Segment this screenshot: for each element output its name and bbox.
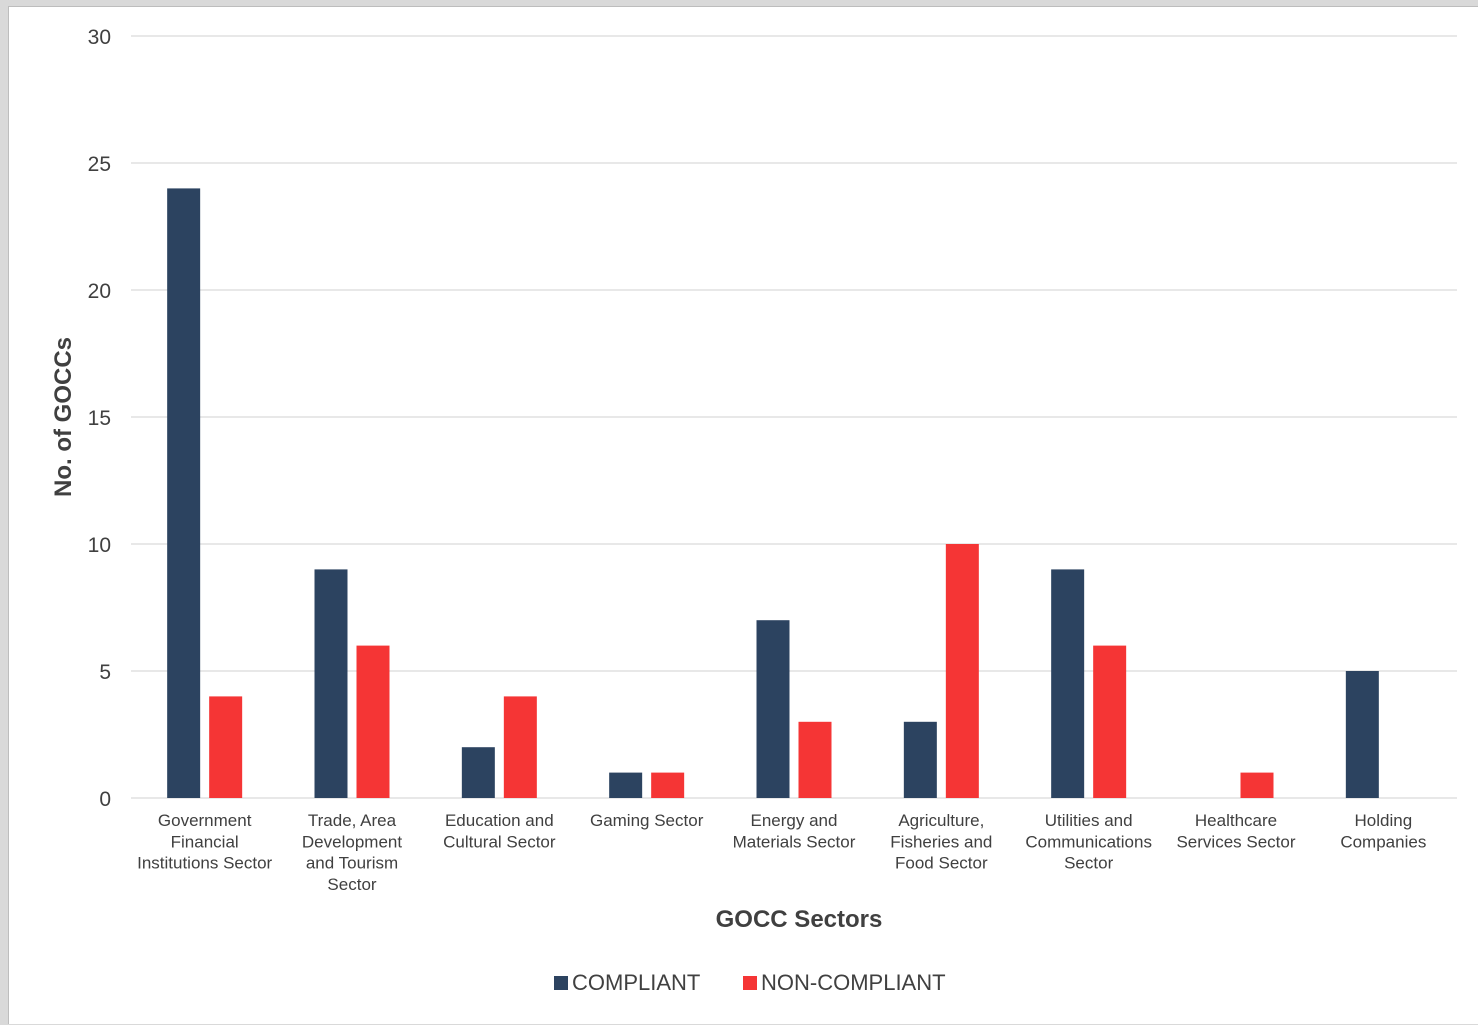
bar-non-compliant bbox=[651, 772, 685, 798]
x-category-label: Gaming Sector bbox=[590, 811, 704, 830]
bar-compliant bbox=[314, 569, 348, 798]
y-axis-title: No. of GOCCs bbox=[50, 337, 77, 497]
x-axis-title: GOCC Sectors bbox=[716, 906, 883, 933]
bar-compliant bbox=[461, 747, 495, 798]
x-category-label: Trade, Area Development and Tourism Sector bbox=[302, 811, 402, 894]
bar-chart: 0 5 10 15 20 25 30 Government Financial Institut… bbox=[50, 26, 1457, 995]
legend-swatch bbox=[743, 976, 757, 990]
x-category-label: Energy and Materials Sector bbox=[733, 811, 856, 851]
x-category-label: Healthcare Services Sector bbox=[1176, 811, 1295, 851]
legend: COMPLIANT NON-COMPLIANT bbox=[554, 970, 946, 995]
x-category-label: Utilities and Communications Sector bbox=[1025, 811, 1152, 873]
bar-compliant bbox=[1051, 569, 1085, 798]
bar-compliant bbox=[167, 188, 201, 798]
legend-label: COMPLIANT bbox=[572, 970, 700, 995]
y-tick-label: 20 bbox=[88, 280, 111, 303]
y-tick-label: 15 bbox=[88, 407, 111, 430]
y-tick-label: 30 bbox=[88, 26, 111, 49]
y-axis-ticks: 0 5 10 15 20 25 30 bbox=[88, 26, 111, 811]
bar-compliant bbox=[609, 772, 643, 798]
bars bbox=[167, 188, 1379, 798]
bar-non-compliant bbox=[503, 696, 537, 798]
bar-compliant bbox=[1345, 671, 1379, 798]
x-category-label: Holding Companies bbox=[1340, 811, 1426, 851]
x-category-label: Government Financial Institutions Sector bbox=[137, 811, 272, 873]
bar-non-compliant bbox=[798, 721, 832, 798]
bar-non-compliant bbox=[209, 696, 243, 798]
x-category-label: Agriculture, Fisheries and Food Sector bbox=[890, 811, 992, 873]
gridlines bbox=[131, 35, 1457, 799]
bar-non-compliant bbox=[1240, 772, 1274, 798]
y-tick-label: 10 bbox=[88, 534, 111, 557]
bar-compliant bbox=[903, 721, 937, 798]
chart-frame: 0 5 10 15 20 25 30 Government Financial Institut… bbox=[8, 6, 1478, 1024]
y-tick-label: 0 bbox=[99, 788, 111, 811]
bar-non-compliant bbox=[356, 645, 390, 798]
y-tick-label: 5 bbox=[99, 661, 111, 684]
bar-non-compliant bbox=[945, 544, 979, 798]
bar-non-compliant bbox=[1093, 645, 1127, 798]
x-axis-categories: Government Financial Institutions Sector Tr… bbox=[137, 811, 1426, 894]
legend-swatch bbox=[554, 976, 568, 990]
legend-label: NON-COMPLIANT bbox=[761, 970, 946, 995]
bar-compliant bbox=[756, 620, 790, 798]
x-category-label: Education and Cultural Sector bbox=[443, 811, 556, 851]
y-tick-label: 25 bbox=[88, 153, 111, 176]
